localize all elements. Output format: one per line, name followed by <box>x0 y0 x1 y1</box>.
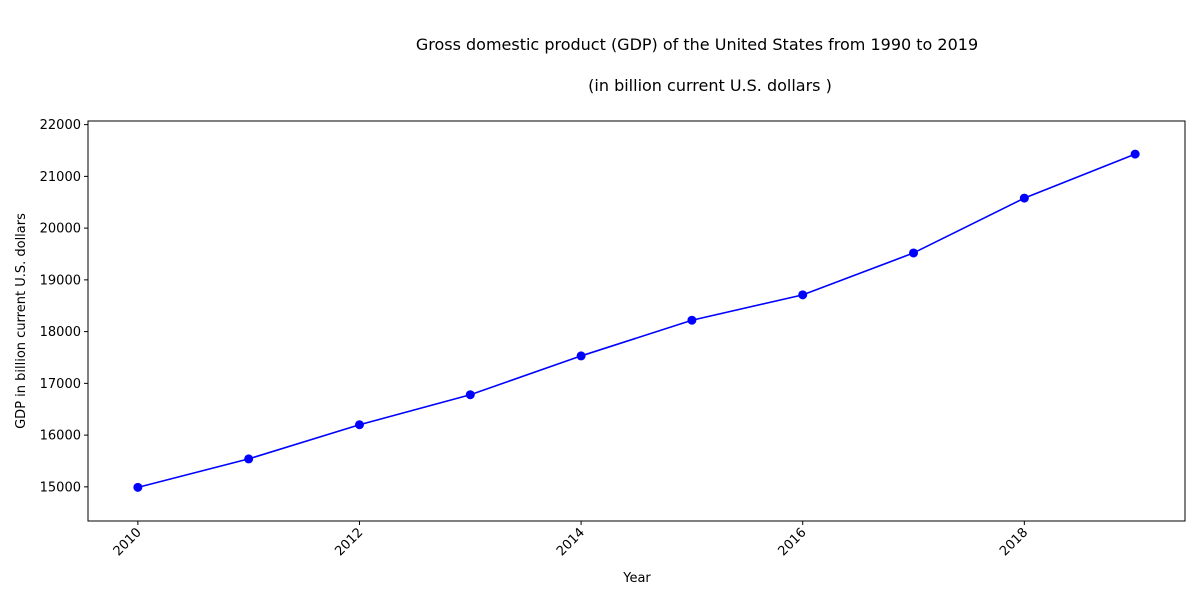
data-point <box>1019 193 1029 203</box>
data-point <box>354 420 364 430</box>
x-axis-label: Year <box>622 571 651 586</box>
data-point <box>1130 149 1140 159</box>
y-tick-label: 21000 <box>40 170 81 185</box>
y-tick-label: 15000 <box>40 480 81 495</box>
y-tick-label: 20000 <box>40 222 81 237</box>
series-line <box>137 153 1136 489</box>
y-tick-label: 19000 <box>40 273 81 288</box>
x-tick-label: 2012 <box>332 525 366 559</box>
plot-frame <box>87 120 1186 522</box>
data-point <box>687 315 697 325</box>
y-tick-label: 17000 <box>40 377 81 392</box>
x-tick-label: 2018 <box>997 525 1031 559</box>
plot-area: 15000 16000 17000 18000 19000 20000 21000 22000… <box>40 118 1186 559</box>
data-point <box>798 290 808 300</box>
y-axis-label: GDP in billion current U.S. dollars <box>14 213 29 429</box>
y-tick-label: 18000 <box>40 325 81 340</box>
data-point <box>244 454 254 464</box>
x-tick-label: 2010 <box>111 525 145 559</box>
data-point <box>465 390 475 400</box>
x-tick-label: 2016 <box>776 525 810 559</box>
y-tick-label: 22000 <box>40 118 81 133</box>
chart-title: Gross domestic product (GDP) of the Unit… <box>416 35 978 54</box>
data-point <box>133 482 143 492</box>
x-tick-label: 2014 <box>554 525 588 559</box>
chart-subtitle: (in billion current U.S. dollars ) <box>588 76 832 95</box>
data-point <box>909 248 919 258</box>
y-tick-label: 16000 <box>40 429 81 444</box>
data-point <box>576 351 586 361</box>
